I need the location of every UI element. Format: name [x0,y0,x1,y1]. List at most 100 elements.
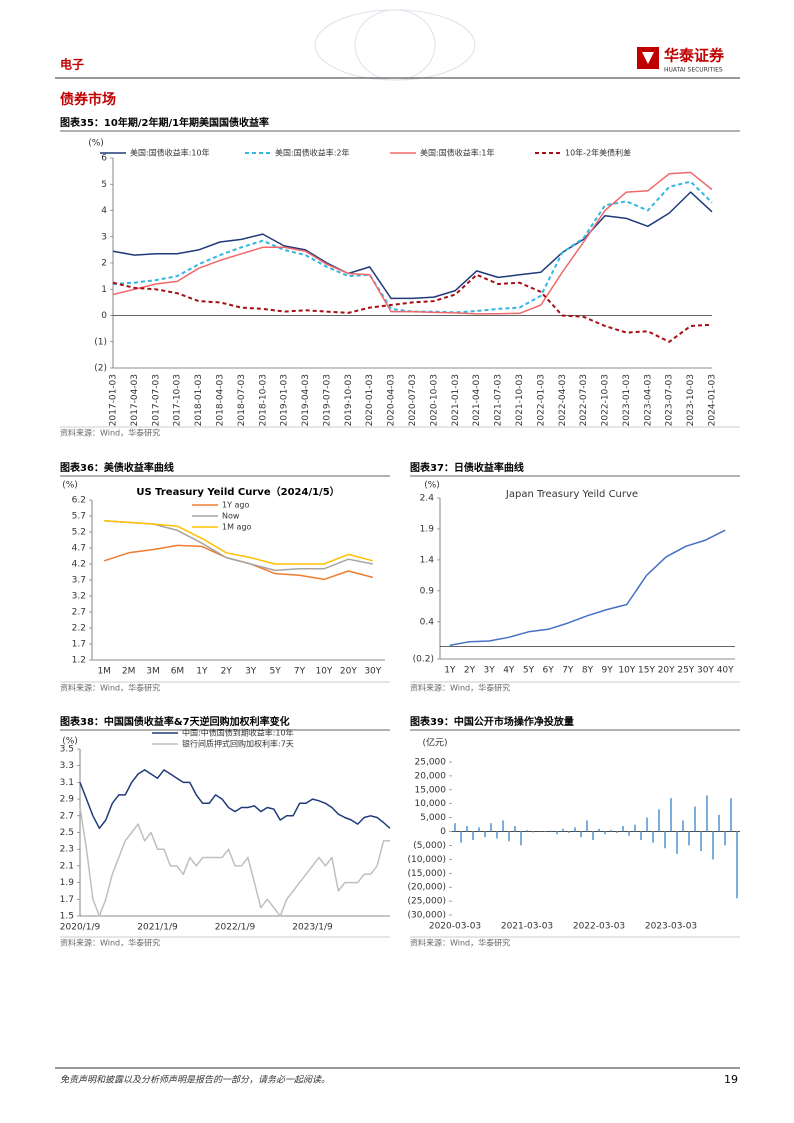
y-axis-label: (%) [424,481,440,491]
source: 资料来源：Wind，华泰研究 [60,683,160,693]
chart-title: Japan Treasury Yeild Curve [505,489,638,500]
bar [490,823,492,832]
y-tick-label: 0 [101,311,107,321]
x-tick-label: 1Y [444,666,456,676]
figure-caption: 图表38：中国国债收益率&7天逆回购加权利率变化 [60,715,290,728]
x-tick-label: 20Y [340,667,357,677]
bar [634,824,636,832]
source: 资料来源：Wind，华泰研究 [410,938,510,948]
x-tick-label: 25Y [677,666,694,676]
legend-label: 美国:国债收益率:10年 [130,148,210,158]
y-tick-label: 3.5 [60,745,74,755]
x-tick-label: 2021-04-03 [472,374,482,426]
y-tick-label: 3.2 [72,592,86,602]
x-tick-label: 2020-03-03 [429,922,481,932]
figure-caption: 图表35：10年期/2年期/1年期美国国债收益率 [60,116,269,129]
series-line [112,171,713,315]
bar [466,825,468,832]
bar [598,828,600,832]
y-tick-label: 1 [101,285,107,295]
bar [718,814,720,832]
x-tick-label: 9Y [602,666,614,676]
y-tick-label: 3.1 [60,778,74,788]
series-line [79,769,391,830]
bar [736,831,738,899]
y-tick-label: 2.7 [60,811,74,821]
bar [580,831,582,838]
y-tick-label: 2.9 [60,795,75,805]
bar [460,831,462,843]
y-axis-label: (%) [62,737,78,747]
y-tick-label: 25,000 [415,758,447,768]
y-tick-label: 2.7 [72,608,86,618]
bar [556,831,558,835]
source: 资料来源：Wind，华泰研究 [410,683,510,693]
bar [640,831,642,840]
y-tick-label: (2) [94,364,107,374]
x-tick-label: 2017-01-03 [109,374,119,426]
y-tick-label: 1.4 [420,555,435,565]
x-tick-label: 10Y [618,666,635,676]
y-tick-label: 4.7 [72,544,86,554]
x-tick-label: 40Y [717,666,734,676]
y-tick-label: 0 [440,827,446,837]
y-tick-label: (5,000) [413,841,446,851]
x-tick-label: 5Y [270,667,282,677]
bar [670,798,672,832]
y-tick-label: 1.5 [60,912,74,922]
legend-label: Now [222,512,240,521]
x-tick-label: 1Y [196,667,208,677]
y-tick-label: 1.7 [72,640,86,650]
x-tick-label: 15Y [638,666,655,676]
x-tick-label: 1M [97,667,111,677]
series-line [79,807,390,917]
bar [628,831,630,836]
y-tick-label: 20,000 [415,771,447,781]
bar [514,825,516,832]
page-number: 19 [724,1073,738,1086]
x-tick-label: 2022-04-03 [558,374,568,426]
y-tick-label: (15,000) [407,869,446,879]
x-tick-label: 2M [122,667,136,677]
bar [478,827,480,832]
bar [652,831,654,843]
y-axis-label: (%) [88,139,104,149]
bar [508,831,510,842]
x-tick-label: 2021-10-03 [515,374,525,426]
bar [604,831,606,835]
x-tick-label: 6M [171,667,185,677]
x-tick-label: 2018-04-03 [215,374,225,426]
x-tick-label: 2021-01-03 [451,374,461,426]
x-tick-label: 4Y [503,666,515,676]
bar [658,809,660,832]
y-tick-label: 0.4 [420,617,435,627]
bar [610,830,612,832]
y-tick-label: (30,000) [407,911,446,921]
bar [730,798,732,832]
y-tick-label: (10,000) [407,855,446,865]
bar [544,831,546,833]
decoration [354,9,436,81]
bar [484,831,486,838]
y-tick-label: 5.7 [72,512,86,522]
y-tick-label: 5,000 [420,813,446,823]
x-tick-label: 30Y [697,666,714,676]
bar [520,831,522,846]
x-tick-label: 2022-01-03 [536,374,546,426]
bar [472,831,474,840]
x-tick-label: 2020-04-03 [387,374,397,426]
x-tick-label: 2021/1/9 [137,923,178,933]
y-tick-label: 3.3 [60,761,74,771]
legend-label: 1Y ago [222,501,250,510]
series-line [112,273,713,343]
y-tick-label: 6.2 [72,496,86,506]
x-tick-label: 2023-03-03 [645,922,697,932]
bar [664,831,666,849]
bar [532,831,534,833]
bar [688,831,690,846]
legend-label: 银行间质押式回购加权利率:7天 [182,739,294,749]
bar [586,820,588,832]
x-tick-label: 7Y [562,666,574,676]
x-tick-label: 20Y [658,666,675,676]
y-tick-label: (0.2) [413,655,434,665]
